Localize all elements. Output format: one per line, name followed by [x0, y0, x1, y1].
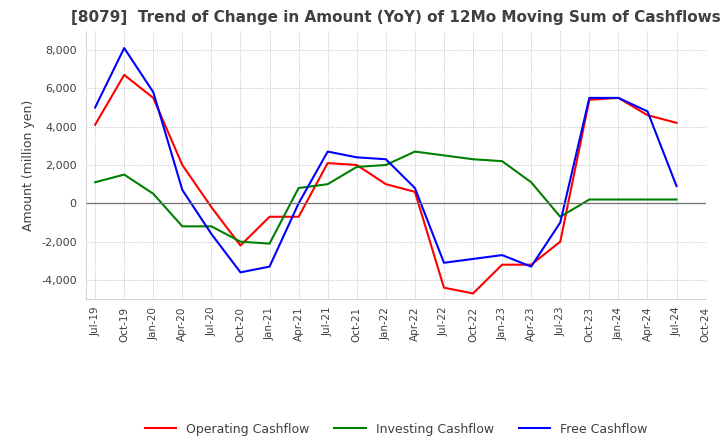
Operating Cashflow — [527, 262, 536, 268]
Investing Cashflow — [498, 158, 506, 164]
Free Cashflow — [382, 157, 390, 162]
Free Cashflow — [207, 231, 216, 237]
Investing Cashflow — [323, 182, 332, 187]
Operating Cashflow — [382, 182, 390, 187]
Free Cashflow — [323, 149, 332, 154]
Operating Cashflow — [556, 239, 564, 244]
Operating Cashflow — [294, 214, 303, 220]
Line: Free Cashflow: Free Cashflow — [95, 48, 677, 272]
Y-axis label: Amount (million yen): Amount (million yen) — [22, 99, 35, 231]
Operating Cashflow — [120, 72, 128, 77]
Operating Cashflow — [585, 97, 593, 103]
Operating Cashflow — [410, 189, 419, 194]
Investing Cashflow — [294, 185, 303, 191]
Operating Cashflow — [614, 95, 623, 101]
Line: Investing Cashflow: Investing Cashflow — [95, 151, 677, 244]
Investing Cashflow — [672, 197, 681, 202]
Free Cashflow — [294, 201, 303, 206]
Investing Cashflow — [410, 149, 419, 154]
Title: [8079]  Trend of Change in Amount (YoY) of 12Mo Moving Sum of Cashflows: [8079] Trend of Change in Amount (YoY) o… — [71, 11, 720, 26]
Operating Cashflow — [178, 162, 186, 168]
Free Cashflow — [556, 220, 564, 225]
Operating Cashflow — [91, 122, 99, 128]
Operating Cashflow — [498, 262, 506, 268]
Free Cashflow — [236, 270, 245, 275]
Investing Cashflow — [265, 241, 274, 246]
Free Cashflow — [469, 256, 477, 261]
Free Cashflow — [149, 89, 158, 95]
Investing Cashflow — [178, 224, 186, 229]
Free Cashflow — [614, 95, 623, 101]
Free Cashflow — [672, 183, 681, 189]
Operating Cashflow — [672, 120, 681, 125]
Investing Cashflow — [352, 164, 361, 169]
Line: Operating Cashflow: Operating Cashflow — [95, 75, 677, 293]
Free Cashflow — [265, 264, 274, 269]
Operating Cashflow — [643, 113, 652, 118]
Free Cashflow — [410, 185, 419, 191]
Operating Cashflow — [440, 285, 449, 290]
Free Cashflow — [643, 109, 652, 114]
Free Cashflow — [178, 187, 186, 193]
Operating Cashflow — [207, 205, 216, 210]
Investing Cashflow — [643, 197, 652, 202]
Free Cashflow — [585, 95, 593, 101]
Investing Cashflow — [585, 197, 593, 202]
Operating Cashflow — [323, 161, 332, 166]
Investing Cashflow — [440, 153, 449, 158]
Operating Cashflow — [469, 291, 477, 296]
Investing Cashflow — [382, 162, 390, 168]
Investing Cashflow — [149, 191, 158, 196]
Investing Cashflow — [469, 157, 477, 162]
Operating Cashflow — [236, 243, 245, 248]
Free Cashflow — [440, 260, 449, 265]
Legend: Operating Cashflow, Investing Cashflow, Free Cashflow: Operating Cashflow, Investing Cashflow, … — [140, 418, 652, 440]
Operating Cashflow — [352, 162, 361, 168]
Investing Cashflow — [614, 197, 623, 202]
Investing Cashflow — [556, 214, 564, 220]
Free Cashflow — [352, 155, 361, 160]
Investing Cashflow — [91, 180, 99, 185]
Investing Cashflow — [527, 180, 536, 185]
Investing Cashflow — [207, 224, 216, 229]
Free Cashflow — [120, 45, 128, 51]
Investing Cashflow — [120, 172, 128, 177]
Investing Cashflow — [236, 239, 245, 244]
Free Cashflow — [527, 264, 536, 269]
Free Cashflow — [91, 105, 99, 110]
Free Cashflow — [498, 253, 506, 258]
Operating Cashflow — [149, 95, 158, 101]
Operating Cashflow — [265, 214, 274, 220]
